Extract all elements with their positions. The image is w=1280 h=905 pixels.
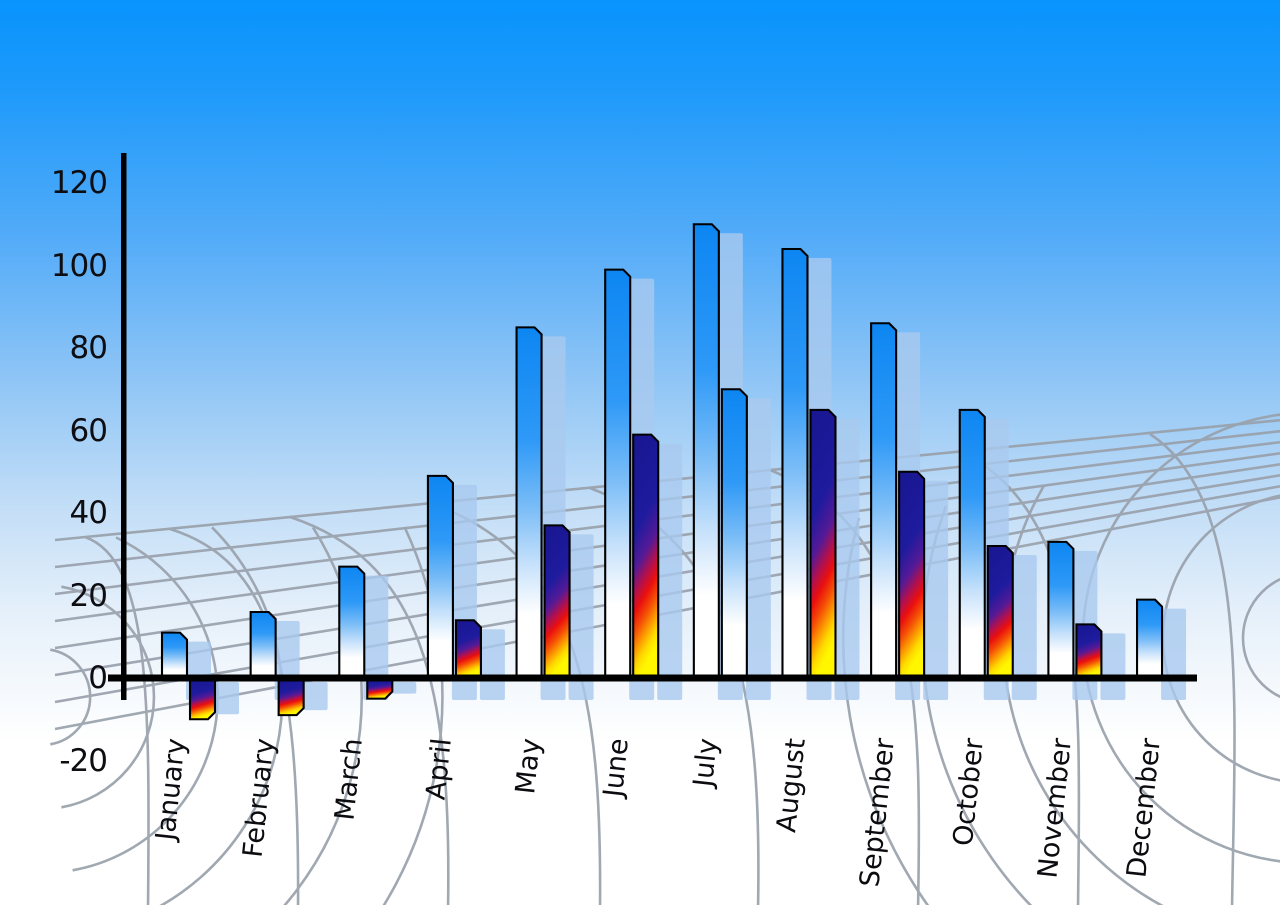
bar-june-secondary [632,433,660,680]
axes-layer [108,153,1197,700]
bar-may-primary [515,326,543,680]
bar-june-primary [604,268,632,680]
y-tick-label-100: 100 [50,247,108,284]
bar-january-primary [160,631,189,680]
bar-august-primary [781,247,809,680]
x-label-june: June [598,736,636,799]
bar-october-secondary [986,544,1014,680]
bar-shadow-august-secondary [834,418,860,700]
y-tick-label-60: 60 [69,412,108,449]
x-label-april: April [420,736,458,802]
bar-shadow-june-secondary [657,443,683,700]
x-label-july: July [687,736,724,789]
x-axis-zero-line [108,674,1197,682]
bar-september-secondary [898,470,926,680]
bar-shadow-january-secondary [214,682,239,715]
bar-november-primary [1047,540,1075,680]
bar-december-primary [1135,598,1164,680]
x-label-may: May [509,736,547,796]
bar-shadow-october-secondary [1011,555,1037,700]
y-axis-line [121,153,127,700]
bar-february-primary [249,610,277,680]
bar-january-secondary [188,676,217,721]
bar-shadow-november-secondary [1100,633,1126,700]
bar-august-secondary [809,408,837,680]
bar-shadow-march-secondary [391,682,417,694]
bar-march-primary [338,565,366,680]
y-tick-label--20: -20 [59,742,108,779]
y-tick-label-80: 80 [69,330,108,366]
bar-april-primary [426,474,454,680]
bar-february-secondary [277,676,305,717]
bar-shadow-april-secondary [479,629,505,700]
bar-april-secondary [454,619,482,680]
bar-shadow-february-secondary [302,682,328,711]
bars-layer [160,223,1187,721]
bar-july-primary [692,223,720,680]
bar-shadow-may-secondary [568,534,594,700]
y-tick-label-120: 120 [50,165,108,201]
bar-may-secondary [543,524,571,680]
y-tick-label-0: 0 [88,660,108,696]
y-tick-label-20: 20 [69,577,108,614]
bar-september-primary [870,322,898,680]
bar-july-secondary [720,388,748,680]
bar-shadow-july-secondary [745,398,771,700]
bar-shadow-september-secondary [923,480,949,700]
y-tick-label-40: 40 [69,495,108,531]
bar-shadow-december-primary [1161,608,1187,700]
bar-november-secondary [1075,623,1103,680]
bar-shadow-march-primary [363,575,389,700]
bar-october-primary [958,408,986,680]
